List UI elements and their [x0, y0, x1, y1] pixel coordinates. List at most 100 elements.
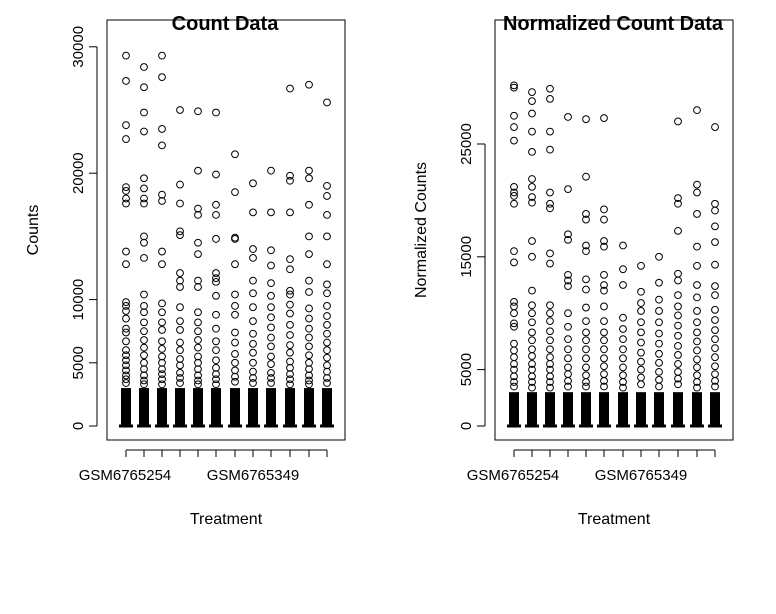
box — [509, 392, 519, 426]
outlier-point — [140, 184, 148, 193]
outlier-point — [122, 247, 130, 256]
outlier-point — [267, 291, 275, 300]
outlier-point — [286, 341, 294, 350]
outlier-point — [323, 379, 331, 387]
outlier-point — [510, 298, 518, 306]
outlier-point — [122, 302, 130, 310]
outlier-point — [546, 327, 554, 336]
box — [175, 388, 185, 426]
box — [710, 392, 720, 426]
outlier-point — [122, 135, 130, 143]
outlier-point — [122, 194, 130, 203]
outlier-point — [711, 123, 719, 131]
outlier-point — [546, 259, 554, 268]
outlier-point — [546, 309, 554, 318]
outlier-point — [600, 336, 608, 345]
outlier-point — [176, 303, 184, 312]
outlier-point — [582, 378, 590, 386]
box — [304, 388, 314, 426]
outlier-point — [176, 227, 184, 236]
outlier-point — [600, 370, 608, 379]
outlier-point — [655, 375, 663, 384]
outlier-point — [286, 380, 294, 389]
y-tick-label: 5000 — [458, 353, 475, 386]
outlier-point — [212, 211, 220, 219]
outlier-point — [619, 281, 627, 289]
outlier-point — [546, 378, 554, 386]
box — [230, 388, 240, 426]
outlier-point — [674, 226, 682, 235]
y-tick-label: 15000 — [458, 236, 475, 278]
box — [266, 388, 276, 426]
outlier-point — [249, 276, 257, 285]
box — [581, 392, 591, 426]
outlier-point — [546, 336, 554, 345]
box — [673, 392, 683, 426]
outlier-point — [122, 77, 130, 85]
outlier-point — [158, 197, 166, 205]
outlier-point — [212, 346, 220, 355]
outlier-point — [564, 335, 572, 344]
outlier-point — [600, 215, 608, 224]
outlier-point — [249, 358, 257, 367]
outlier-point — [267, 246, 275, 255]
outlier-point — [158, 299, 166, 308]
outlier-point — [267, 303, 275, 312]
outlier-point — [711, 353, 719, 362]
outlier-point — [122, 337, 130, 346]
outlier-point — [122, 366, 130, 375]
outlier-point — [674, 291, 682, 300]
outlier-point — [267, 208, 275, 217]
outlier-point — [564, 185, 572, 194]
box — [121, 388, 131, 426]
outlier-point — [286, 300, 294, 309]
outlier-point — [194, 336, 202, 344]
outlier-point — [564, 282, 572, 291]
outlier-point — [231, 372, 239, 381]
outlier-point — [510, 378, 518, 386]
outlier-point — [249, 339, 257, 348]
outlier-point — [231, 188, 239, 197]
outlier-point — [140, 253, 148, 262]
outlier-point — [249, 329, 257, 338]
outlier-point — [637, 373, 645, 382]
outlier-point — [267, 313, 275, 322]
outlier-point — [194, 358, 202, 367]
outlier-point — [140, 351, 148, 360]
outlier-point — [693, 261, 701, 270]
outlier-point — [711, 199, 719, 208]
outlier-point — [140, 232, 148, 241]
outlier-point — [693, 346, 701, 355]
outlier-point — [212, 235, 220, 243]
outlier-point — [122, 121, 130, 130]
outlier-point — [158, 125, 166, 133]
outlier-point — [546, 353, 554, 362]
outlier-point — [564, 113, 572, 121]
outlier-point — [267, 323, 275, 332]
outlier-point — [194, 238, 202, 247]
outlier-point — [140, 199, 148, 208]
outlier-point — [158, 358, 166, 367]
outlier-point — [564, 345, 572, 354]
outlier-point — [323, 338, 331, 347]
outlier-point — [674, 351, 682, 359]
outlier-point — [655, 329, 663, 338]
outlier-point — [176, 106, 184, 114]
outlier-point — [122, 328, 130, 337]
outlier-point — [158, 73, 166, 82]
outlier-point — [637, 365, 645, 374]
outlier-point — [176, 199, 184, 208]
outlier-point — [286, 208, 294, 217]
outlier-point — [600, 205, 608, 214]
outlier-point — [140, 174, 148, 183]
outlier-point — [600, 286, 608, 295]
outlier-point — [305, 166, 313, 175]
outlier-point — [286, 286, 294, 295]
outlier-point — [528, 198, 536, 207]
box — [563, 392, 573, 426]
outlier-point — [176, 374, 184, 382]
outlier-point — [528, 345, 536, 354]
y-tick-label: 30000 — [70, 26, 87, 68]
outlier-point — [528, 182, 536, 191]
y-tick-label: 0 — [70, 422, 87, 430]
